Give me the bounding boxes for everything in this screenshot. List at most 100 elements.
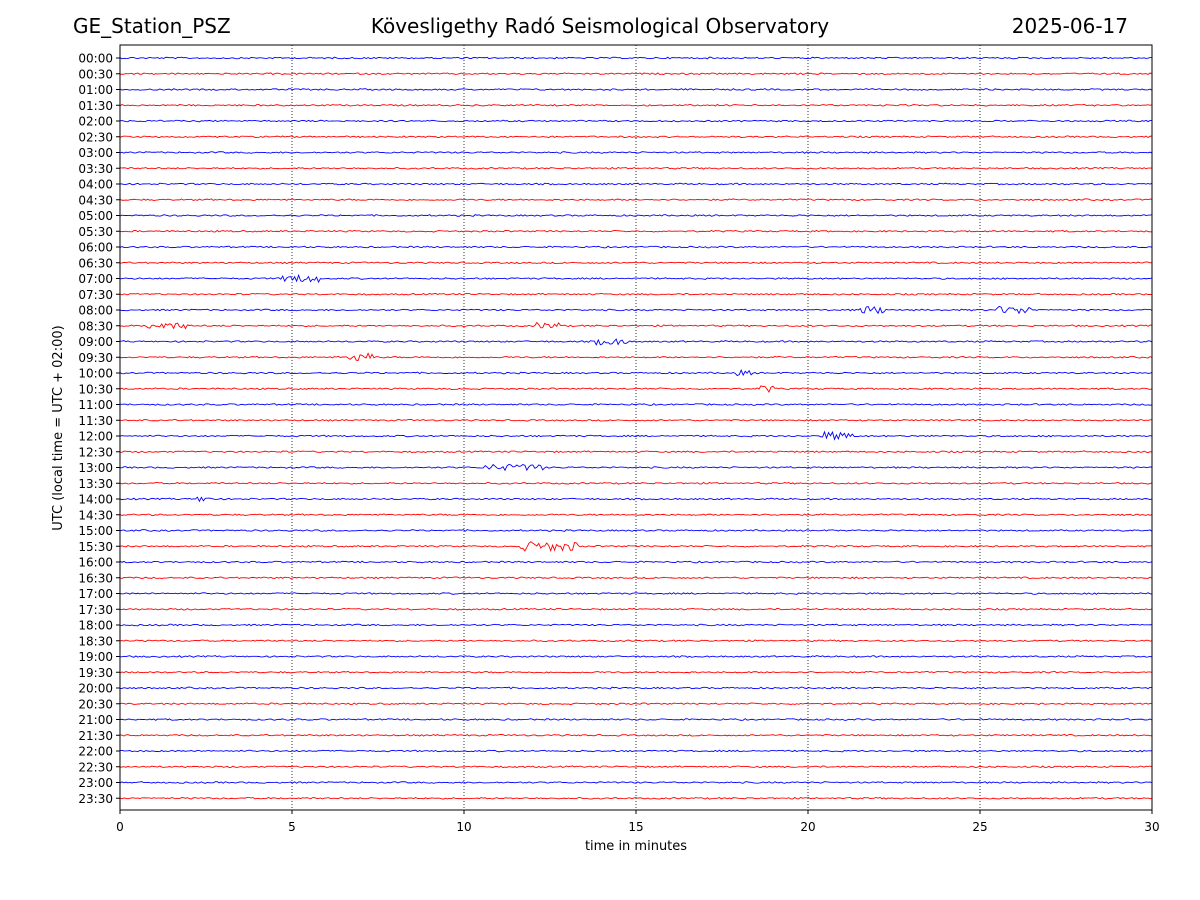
trace-0100	[119, 88, 1153, 91]
y-tick-label: 02:00	[78, 115, 113, 129]
trace-0130	[119, 103, 1153, 107]
y-tick-label: 04:30	[78, 193, 113, 207]
trace-0200	[119, 119, 1152, 123]
date-title: 2025-06-17	[1011, 14, 1128, 38]
y-tick-label: 22:30	[78, 760, 113, 774]
trace-2000	[119, 686, 1153, 690]
trace-2030	[119, 702, 1153, 706]
y-tick-label: 09:00	[78, 335, 113, 349]
y-tick-label: 20:00	[78, 682, 113, 696]
x-tick-label: 15	[628, 820, 643, 834]
y-tick-label: 05:00	[78, 209, 113, 223]
y-tick-label: 05:30	[78, 225, 113, 239]
y-tick-label: 16:30	[78, 571, 113, 585]
y-tick-label: 19:30	[78, 666, 113, 680]
trace-2300	[119, 781, 1153, 784]
trace-1030	[119, 385, 1153, 394]
y-tick-label: 23:30	[78, 792, 113, 806]
y-tick-label: 19:00	[78, 650, 113, 664]
trace-0800	[119, 305, 1153, 315]
y-tick-label: 03:30	[78, 162, 113, 176]
trace-1000	[119, 369, 1153, 377]
trace-0500	[119, 214, 1153, 217]
y-tick-label: 15:00	[78, 524, 113, 538]
trace-1530	[119, 541, 1153, 553]
trace-1800	[119, 623, 1153, 627]
y-tick-label: 14:30	[78, 508, 113, 522]
y-tick-label: 06:00	[78, 241, 113, 255]
x-tick-label: 0	[116, 820, 124, 834]
trace-0830	[119, 321, 1153, 330]
y-tick-label: 00:00	[78, 52, 113, 66]
trace-1930	[119, 670, 1153, 674]
y-tick-label: 21:00	[78, 713, 113, 727]
y-tick-label: 12:30	[78, 445, 113, 459]
y-tick-label: 23:00	[78, 776, 113, 790]
trace-0230	[119, 135, 1153, 139]
y-tick-label: 21:30	[78, 729, 113, 743]
y-tick-label: 13:00	[78, 461, 113, 475]
y-tick-label: 08:30	[78, 319, 113, 333]
y-tick-label: 06:30	[78, 256, 113, 270]
x-tick-label: 20	[800, 820, 815, 834]
trace-1630	[119, 576, 1153, 580]
y-tick-label: 14:00	[78, 493, 113, 507]
trace-1200	[119, 430, 1153, 441]
trace-1430	[119, 513, 1153, 517]
trace-1700	[119, 592, 1153, 595]
y-tick-label: 16:00	[78, 556, 113, 570]
y-tick-label: 00:30	[78, 67, 113, 81]
y-tick-label: 04:00	[78, 178, 113, 192]
trace-0730	[119, 292, 1153, 296]
trace-2330	[119, 796, 1153, 800]
trace-2230	[119, 765, 1153, 769]
trace-1730	[119, 607, 1153, 611]
trace-1300	[119, 463, 1153, 472]
y-tick-label: 07:00	[78, 272, 113, 286]
y-tick-label: 18:30	[78, 634, 113, 648]
trace-1130	[119, 418, 1153, 422]
trace-0630	[119, 261, 1153, 265]
x-tick-label: 30	[1144, 820, 1159, 834]
y-tick-label: 07:30	[78, 288, 113, 302]
station-title: GE_Station_PSZ	[73, 14, 231, 38]
y-tick-label: 17:00	[78, 587, 113, 601]
grid-lines	[291, 45, 981, 810]
trace-2130	[119, 733, 1153, 737]
trace-1100	[119, 403, 1153, 406]
y-axis-label: UTC (local time = UTC + 02:00)	[51, 325, 66, 530]
y-tick-label: 11:00	[78, 398, 113, 412]
y-tick-label: 01:30	[78, 99, 113, 113]
y-tick-label: 01:00	[78, 83, 113, 97]
y-tick-label: 03:00	[78, 146, 113, 160]
trace-1830	[119, 639, 1153, 643]
x-tick-label: 5	[288, 820, 296, 834]
y-tick-label: 15:30	[78, 540, 113, 554]
trace-0330	[119, 166, 1153, 170]
y-tick-label: 22:00	[78, 745, 113, 759]
y-tick-label: 08:00	[78, 304, 113, 318]
trace-1230	[119, 450, 1153, 454]
trace-2200	[119, 749, 1153, 753]
trace-1400	[119, 496, 1153, 503]
y-tick-label: 09:30	[78, 351, 113, 365]
trace-0430	[119, 198, 1153, 202]
trace-0300	[119, 151, 1153, 154]
y-tick-label: 17:30	[78, 603, 113, 617]
trace-0600	[119, 245, 1153, 249]
trace-0700	[119, 273, 1153, 284]
y-tick-label: 02:30	[78, 130, 113, 144]
y-tick-label: 18:00	[78, 619, 113, 633]
x-tick-label: 25	[972, 820, 987, 834]
y-tick-label: 10:30	[78, 382, 113, 396]
trace-1900	[119, 655, 1153, 658]
y-tick-label: 12:00	[78, 430, 113, 444]
trace-0530	[119, 229, 1153, 233]
y-tick-label: 11:30	[78, 414, 113, 428]
trace-1600	[119, 560, 1153, 564]
trace-0030	[119, 72, 1153, 76]
trace-0900	[119, 338, 1153, 346]
seismic-traces	[119, 56, 1153, 800]
trace-2100	[119, 718, 1153, 721]
